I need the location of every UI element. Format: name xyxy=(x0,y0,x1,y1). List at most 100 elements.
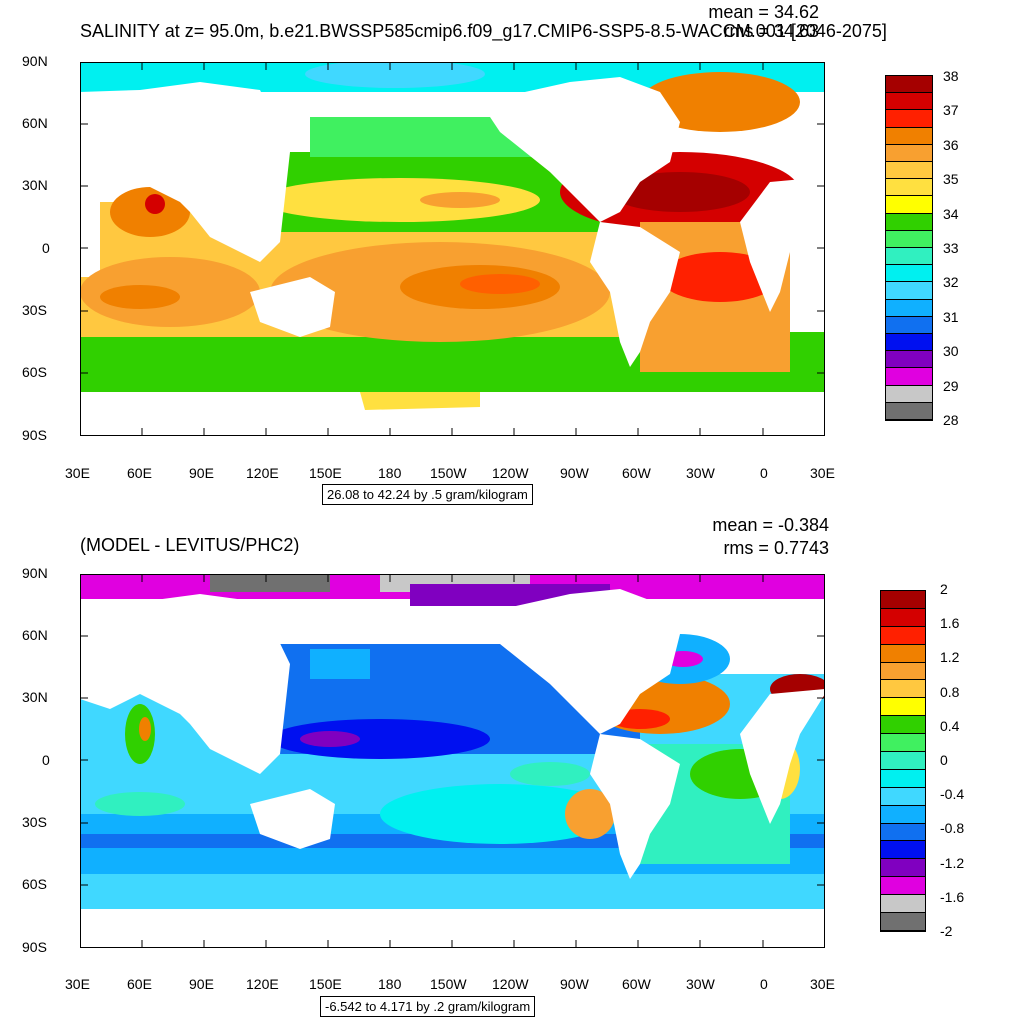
lon-label-180: 180 xyxy=(378,976,402,992)
lon-label-0: 0 xyxy=(760,976,768,992)
lat-label-60n: 60N xyxy=(22,115,48,131)
lon-label-90e: 90E xyxy=(189,465,214,481)
land-australia xyxy=(250,789,335,849)
bottom-colorbar-swatches xyxy=(881,591,925,931)
land-australia xyxy=(250,277,335,337)
top-cb-label: 34 xyxy=(943,205,959,222)
lon-label-60e: 60E xyxy=(127,976,152,992)
bottom-cb-label: -2 xyxy=(940,922,953,939)
colorbar-swatch xyxy=(886,282,932,300)
lat-label-90s: 90S xyxy=(22,427,47,443)
colorbar-swatch xyxy=(881,769,925,788)
lat-label-60n: 60N xyxy=(22,627,48,643)
colorbar-swatch xyxy=(886,179,932,197)
top-cb-label: 35 xyxy=(943,171,959,188)
bottom-info-box: -6.542 to 4.171 by .2 gram/kilogram xyxy=(320,996,536,1017)
lat-label-90n: 90N xyxy=(22,565,48,581)
land-africa xyxy=(740,177,825,312)
top-cb-label: 32 xyxy=(943,274,959,291)
colorbar-swatch xyxy=(881,626,925,645)
top-cb-label: 38 xyxy=(943,68,959,84)
lon-label-60w: 60W xyxy=(622,465,651,481)
lon-label-30e: 30E xyxy=(65,976,90,992)
land-north-america xyxy=(480,589,680,734)
top-colorbar-labels: 38 37 36 35 34 33 32 31 30 29 28 xyxy=(943,68,959,428)
top-cb-label: 29 xyxy=(943,377,959,394)
bottom-colorbar xyxy=(880,590,926,932)
colorbar-swatch xyxy=(886,196,932,214)
lat-label-90s: 90S xyxy=(22,939,47,955)
top-colorbar-swatches xyxy=(886,76,932,421)
colorbar-swatch xyxy=(886,402,932,421)
bottom-cb-label: 2 xyxy=(940,581,948,597)
lon-label-120w: 120W xyxy=(492,976,529,992)
lat-label-60s: 60S xyxy=(22,364,47,380)
top-cb-label: 36 xyxy=(943,136,959,153)
colorbar-swatch xyxy=(881,680,925,699)
lon-label-30e-end: 30E xyxy=(810,465,835,481)
colorbar-swatch xyxy=(886,213,932,231)
colorbar-swatch xyxy=(886,230,932,249)
land-africa xyxy=(740,689,825,824)
lon-label-30e-end: 30E xyxy=(810,976,835,992)
bottom-cb-label: 1.6 xyxy=(940,615,960,632)
land-eurasia xyxy=(80,82,290,262)
bottom-cb-label: -1.2 xyxy=(940,854,965,871)
bottom-difference-map xyxy=(80,574,825,948)
lon-label-90w: 90W xyxy=(560,465,589,481)
top-salinity-map xyxy=(80,62,825,436)
bottom-cb-label: -0.8 xyxy=(940,820,965,837)
colorbar-swatch xyxy=(886,316,932,335)
lat-label-30n: 30N xyxy=(22,177,48,193)
colorbar-swatch xyxy=(881,859,925,878)
lon-label-30w: 30W xyxy=(686,976,715,992)
bottom-cb-label: 1.2 xyxy=(940,649,960,666)
lon-label-150w: 150W xyxy=(430,465,467,481)
colorbar-swatch xyxy=(886,127,932,145)
colorbar-swatch xyxy=(886,299,932,317)
top-cb-label: 37 xyxy=(943,102,959,119)
lat-label-30n: 30N xyxy=(22,689,48,705)
lon-label-30e: 30E xyxy=(65,465,90,481)
colorbar-swatch xyxy=(881,752,925,770)
lon-label-90w: 90W xyxy=(560,976,589,992)
colorbar-swatch xyxy=(881,841,925,860)
top-cb-label: 31 xyxy=(943,308,959,325)
top-colorbar xyxy=(885,75,933,421)
colorbar-swatch xyxy=(886,385,932,403)
bottom-cb-label: 0.4 xyxy=(940,717,960,734)
colorbar-swatch xyxy=(881,608,925,627)
lat-label-30s: 30S xyxy=(22,814,47,830)
colorbar-swatch xyxy=(881,877,925,896)
top-cb-label: 28 xyxy=(943,411,959,428)
colorbar-swatch xyxy=(881,787,925,806)
top-mean-text: mean = 34.62 xyxy=(708,2,819,22)
colorbar-swatch xyxy=(881,644,925,663)
land-south-america xyxy=(590,222,680,367)
lat-label-0: 0 xyxy=(42,752,50,768)
colorbar-swatch xyxy=(881,734,925,753)
lon-label-0: 0 xyxy=(760,465,768,481)
bottom-mean-text: mean = -0.384 xyxy=(712,515,829,535)
colorbar-swatch xyxy=(881,895,925,914)
land-north-america xyxy=(480,77,680,222)
bottom-colorbar-labels: 2 1.6 1.2 0.8 0.4 0 -0.4 -0.8 -1.2 -1.6 … xyxy=(940,581,964,939)
colorbar-swatch xyxy=(886,368,932,386)
lon-label-180: 180 xyxy=(378,465,402,481)
lon-label-150e: 150E xyxy=(309,976,342,992)
lat-label-90n: 90N xyxy=(22,53,48,69)
land-south-america xyxy=(590,734,680,879)
colorbar-swatch xyxy=(886,76,932,94)
lon-label-60w: 60W xyxy=(622,976,651,992)
lon-label-30w: 30W xyxy=(686,465,715,481)
colorbar-swatch xyxy=(886,334,932,352)
colorbar-swatch xyxy=(881,662,925,681)
colorbar-swatch xyxy=(881,698,925,717)
lon-label-60e: 60E xyxy=(127,465,152,481)
bottom-cb-label: 0 xyxy=(940,751,948,768)
lon-label-120e: 120E xyxy=(246,976,279,992)
lat-label-30s: 30S xyxy=(22,302,47,318)
lon-label-120e: 120E xyxy=(246,465,279,481)
lat-label-60s: 60S xyxy=(22,876,47,892)
colorbar-swatch xyxy=(886,248,932,266)
